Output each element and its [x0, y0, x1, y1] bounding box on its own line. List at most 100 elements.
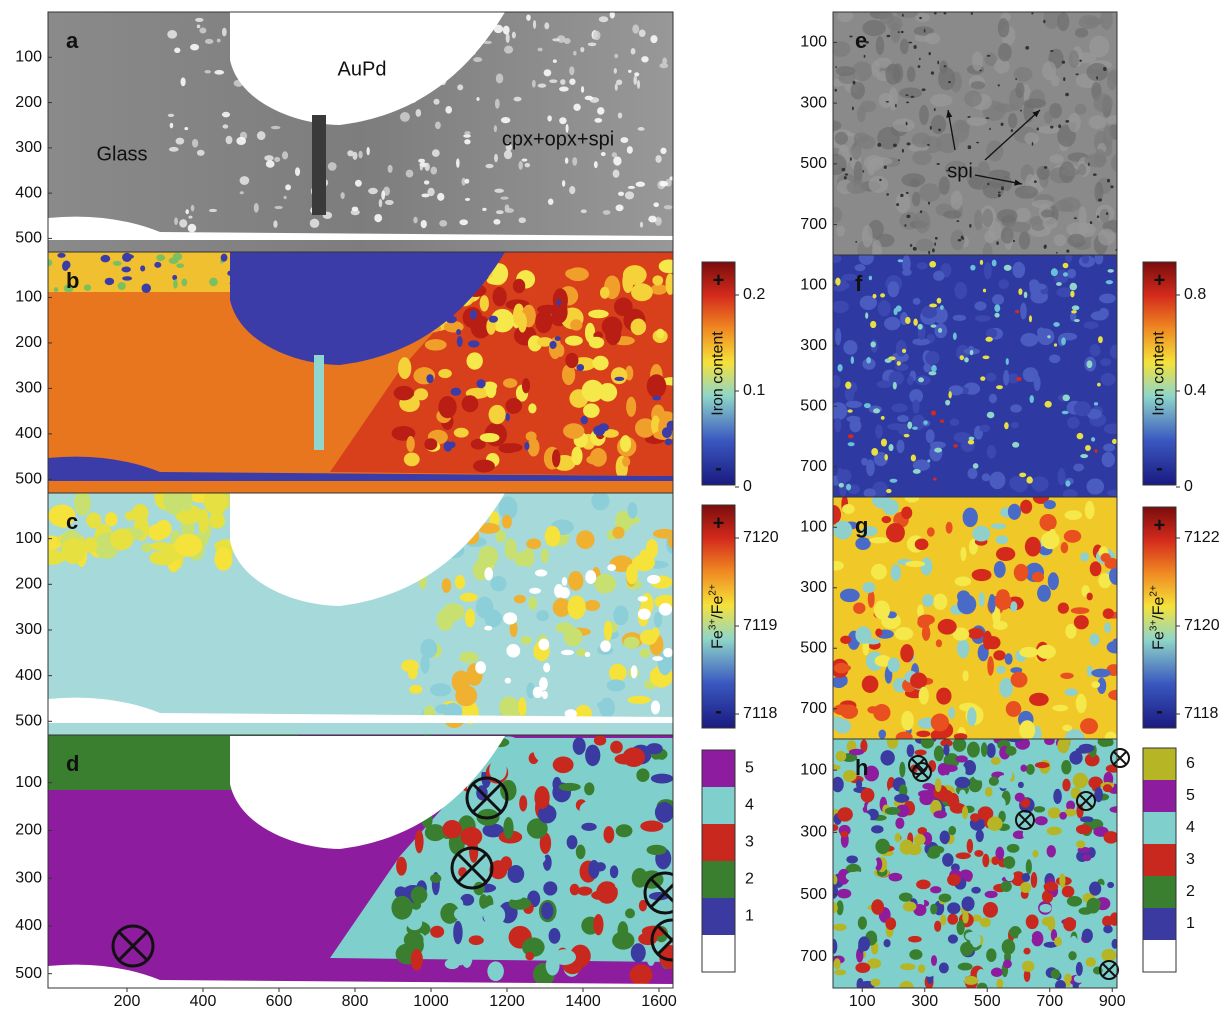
texture-blob: [884, 165, 887, 168]
texture-blob: [1042, 61, 1056, 80]
texture-blob: [1110, 185, 1113, 188]
texture-blob: [1015, 78, 1017, 80]
texture-blob: [971, 887, 981, 894]
texture-blob: [1075, 28, 1088, 38]
texture-blob: [437, 609, 454, 631]
texture-blob: [1015, 82, 1024, 98]
texture-blob: [913, 298, 921, 305]
texture-blob: [956, 220, 959, 222]
texture-blob: [834, 719, 851, 733]
colorbar-label: 5: [1186, 787, 1195, 804]
texture-blob: [864, 55, 866, 58]
texture-blob: [647, 374, 667, 398]
texture-blob: [931, 115, 946, 134]
texture-blob: [514, 97, 522, 102]
texture-blob: [612, 526, 624, 538]
colorbar-label: 3: [1186, 851, 1195, 868]
texture-blob: [584, 600, 600, 611]
texture-blob: [1089, 882, 1101, 896]
texture-blob: [494, 125, 497, 132]
texture-blob: [367, 147, 370, 155]
texture-blob: [896, 9, 918, 18]
texture-blob: [934, 108, 936, 111]
texture-blob: [933, 271, 944, 281]
texture-blob: [1012, 442, 1019, 448]
texture-blob: [503, 378, 517, 388]
texture-blob: [1023, 367, 1039, 382]
texture-blob: [960, 355, 964, 360]
texture-blob: [1100, 553, 1110, 562]
texture-blob: [852, 107, 854, 111]
texture-blob: [871, 341, 876, 347]
texture-blob: [352, 207, 359, 212]
texture-blob: [179, 219, 187, 228]
texture-blob: [456, 955, 464, 966]
texture-blob: [466, 352, 482, 369]
texture-blob: [906, 122, 908, 126]
texture-blob: [264, 155, 274, 161]
texture-blob: [595, 862, 606, 871]
texture-blob: [274, 206, 282, 209]
texture-blob: [197, 24, 201, 28]
texture-blob: [518, 697, 526, 716]
texture-blob: [601, 152, 606, 156]
texture-blob: [1054, 343, 1057, 346]
texture-blob: [895, 104, 897, 108]
texture-blob: [610, 741, 623, 754]
texture-blob: [1049, 354, 1060, 363]
texture-blob: [987, 816, 1002, 831]
texture-blob: [1012, 476, 1028, 492]
texture-blob: [626, 397, 636, 417]
texture-blob: [905, 317, 911, 324]
texture-blob: [919, 17, 922, 19]
texture-blob: [616, 824, 633, 837]
texture-blob: [829, 254, 842, 263]
texture-blob: [652, 656, 663, 661]
texture-blob: [910, 673, 927, 689]
texture-blob: [1025, 46, 1029, 50]
texture-blob: [1004, 265, 1012, 271]
texture-blob: [1087, 360, 1093, 368]
texture-blob: [379, 199, 383, 207]
texture-blob: [110, 529, 133, 551]
texture-blob: [1073, 464, 1084, 472]
texture-blob: [1026, 476, 1032, 483]
texture-blob: [388, 165, 393, 173]
texture-blob: [569, 79, 575, 85]
texture-blob: [593, 425, 605, 435]
texture-blob: [832, 301, 849, 314]
colorbar-tick-label: 0.8: [1184, 286, 1206, 303]
texture-blob: [846, 855, 858, 863]
texture-blob: [934, 921, 941, 932]
colorbar-label: 3: [745, 834, 754, 851]
texture-blob: [184, 127, 188, 130]
texture-blob: [930, 886, 941, 893]
texture-blob: [1011, 672, 1028, 688]
x-tick-label: 1200: [489, 993, 525, 1010]
texture-blob: [894, 794, 909, 803]
texture-blob: [565, 157, 569, 163]
texture-blob: [827, 121, 842, 131]
panel-letter: e: [855, 28, 867, 53]
texture-blob: [1020, 333, 1038, 347]
texture-blob: [552, 38, 560, 41]
texture-blob: [167, 30, 177, 39]
texture-blob: [879, 730, 887, 739]
texture-blob: [1043, 7, 1059, 29]
texture-blob: [874, 600, 890, 619]
colorbar-label: 5: [745, 760, 754, 777]
texture-blob: [919, 183, 940, 202]
texture-blob: [609, 664, 627, 682]
x-tick-label: 1600: [641, 993, 677, 1010]
texture-blob: [664, 205, 673, 209]
texture-blob: [400, 112, 410, 122]
texture-blob: [1029, 693, 1049, 706]
panel-image: [829, 251, 1122, 500]
texture-blob: [906, 101, 909, 103]
texture-blob: [599, 16, 608, 22]
texture-blob: [1048, 807, 1061, 818]
texture-blob: [864, 403, 871, 408]
texture-blob: [561, 650, 574, 655]
texture-blob: [899, 762, 905, 778]
texture-blob: [504, 46, 513, 54]
